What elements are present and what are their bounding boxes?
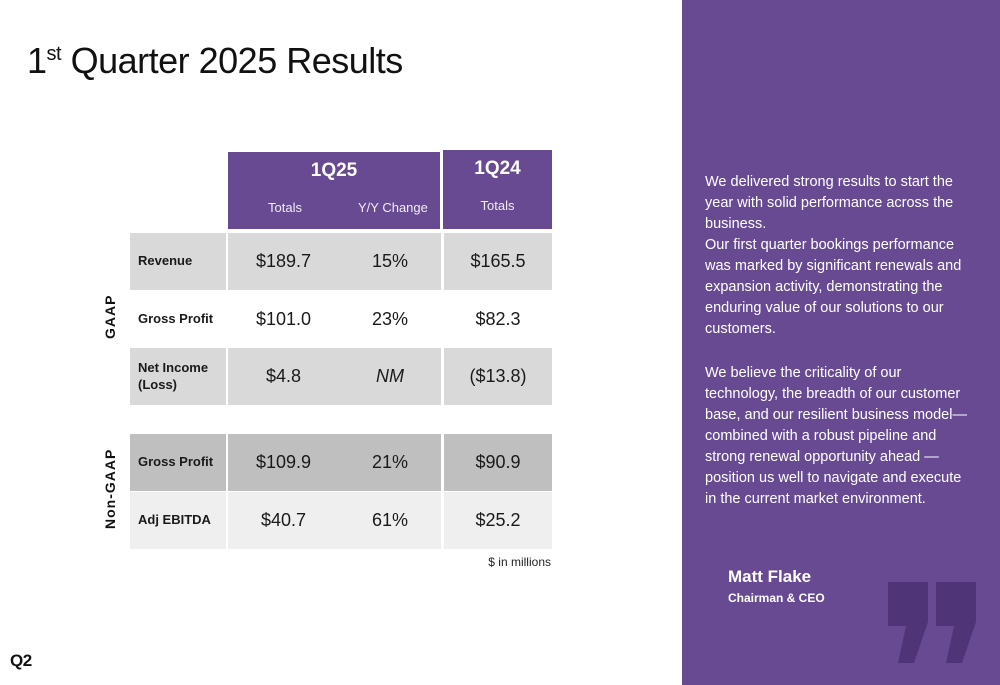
row-label: Net Income (Loss) — [130, 348, 226, 405]
quote-paragraph: Our first quarter bookings performance w… — [705, 237, 962, 337]
cell-1q24-total: $25.2 — [444, 492, 552, 549]
cell-1q24-total: $165.5 — [444, 233, 552, 290]
units-note: $ in millions — [488, 555, 551, 569]
ceo-quote-panel: We delivered strong results to start the… — [682, 0, 1000, 685]
column-subheader-totals: Totals — [480, 198, 515, 213]
table-row: Gross Profit $101.0 23% $82.3 — [130, 291, 552, 348]
column-header-label: 1Q25 — [310, 160, 358, 181]
cell-1q24-total: ($13.8) — [444, 348, 552, 405]
cell-1q24-total: $82.3 — [444, 291, 552, 348]
row-label: Gross Profit — [130, 291, 226, 348]
quote-paragraph: We delivered strong results to start the… — [705, 174, 954, 232]
column-header-label: 1Q24 — [474, 158, 521, 179]
cell-1q25-total: $189.7 — [228, 233, 339, 290]
column-header-1q25: 1Q25 Totals Y/Y Change — [228, 152, 440, 229]
section-label-gaap: GAAP — [102, 294, 118, 339]
cell-1q25-total: $109.9 — [228, 434, 339, 491]
table-row: Net Income (Loss) $4.8 NM ($13.8) — [130, 348, 552, 405]
speaker-name: Matt Flake — [728, 567, 812, 586]
speaker-role: Chairman & CEO — [728, 591, 825, 605]
quote-paragraph: We believe the criticality of our techno… — [705, 365, 967, 507]
cell-1q24-total: $90.9 — [444, 434, 552, 491]
table-row: Adj EBITDA $40.7 61% $25.2 — [130, 492, 552, 549]
page-title: 1st Quarter 2025 Results — [27, 40, 403, 81]
row-label: Revenue — [130, 233, 226, 290]
q2-logo: Q2 — [10, 651, 32, 670]
cell-1q25-total: $4.8 — [228, 348, 339, 405]
cell-yy-change: 61% — [339, 492, 441, 549]
column-header-1q24: 1Q24 Totals — [443, 150, 552, 229]
cell-yy-change: 23% — [339, 291, 441, 348]
section-label-non-gaap: Non-GAAP — [102, 448, 118, 529]
cell-1q25-total: $101.0 — [228, 291, 339, 348]
cell-yy-change: 21% — [339, 434, 441, 491]
column-subheader-yy-change: Y/Y Change — [358, 200, 428, 215]
cell-yy-change: NM — [339, 348, 441, 405]
table-row: Gross Profit $109.9 21% $90.9 — [130, 434, 552, 491]
table-row: Revenue $189.7 15% $165.5 — [130, 233, 552, 290]
quote-mark-icon — [888, 582, 976, 663]
row-label: Adj EBITDA — [130, 492, 226, 549]
cell-1q25-total: $40.7 — [228, 492, 339, 549]
row-label: Gross Profit — [130, 434, 226, 491]
cell-yy-change: 15% — [339, 233, 441, 290]
column-subheader-totals: Totals — [268, 200, 302, 215]
